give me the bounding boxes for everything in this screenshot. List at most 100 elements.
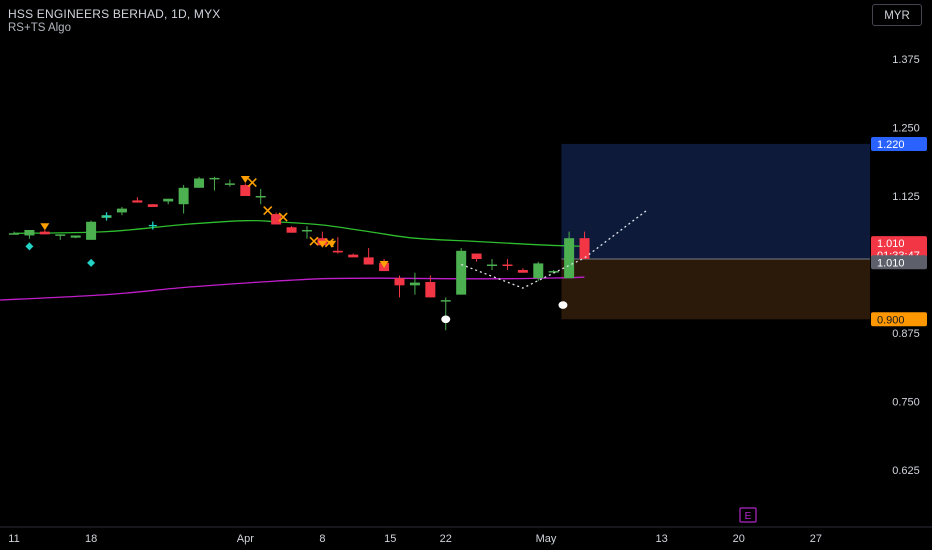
candle: [363, 248, 374, 265]
sell-triangle-marker: [40, 223, 50, 231]
candle-body: [533, 263, 544, 279]
exit-x-marker: [263, 205, 273, 216]
buy-diamond-marker: [87, 258, 96, 267]
candle-body: [332, 250, 343, 253]
sell-triangle-marker: [317, 240, 327, 248]
candle: [471, 253, 482, 262]
y-tick-label: 0.750: [892, 397, 920, 409]
candlesticks: [9, 176, 590, 331]
candle-body: [348, 254, 359, 258]
candle: [394, 275, 405, 298]
candle-body: [286, 227, 297, 233]
x-tick-label: May: [536, 533, 557, 545]
candle: [533, 261, 544, 281]
candle: [502, 259, 513, 270]
candle: [55, 234, 66, 240]
candle-body: [163, 198, 174, 202]
candle: [70, 235, 81, 239]
earnings-event-marker: E: [739, 507, 757, 523]
candle-body: [86, 221, 97, 240]
candle-body: [548, 271, 559, 273]
ma-slow-line: [0, 276, 585, 301]
target-zone: [561, 143, 870, 260]
x-tick-label: 27: [810, 533, 822, 545]
indicator-label[interactable]: RS+TS Algo: [8, 22, 71, 34]
candle-body: [440, 300, 451, 302]
candle: [240, 183, 251, 196]
candle: [348, 253, 359, 258]
x-b: [309, 236, 319, 246]
moving-averages: [0, 219, 585, 301]
price-tag-label: 1.010: [877, 238, 905, 250]
x-tick-label: 20: [733, 533, 745, 545]
x-tick-label: 22: [440, 533, 452, 545]
candle: [224, 179, 235, 187]
candle: [178, 185, 189, 214]
candle-body: [502, 264, 513, 266]
candle: [487, 259, 498, 270]
candle: [24, 229, 35, 239]
candle-body: [425, 282, 436, 298]
candle-body: [24, 229, 35, 236]
time-axis[interactable]: 11 18 Apr 8 15 22 May 13 20 27: [0, 526, 932, 545]
stop-zone: [561, 259, 870, 320]
price-tag-label: 1.010: [877, 257, 905, 269]
projection-line: [460, 210, 647, 289]
candle: [425, 275, 436, 298]
price-tag-bg: [871, 136, 927, 151]
candle-body: [9, 233, 19, 235]
chart-title: HSS ENGINEERS BERHAD, 1D, MYX: [8, 7, 221, 21]
price-tag-label: 0.900: [877, 314, 905, 326]
candle: [271, 212, 282, 225]
sell-triangle-marker: [240, 176, 250, 184]
candle-body: [147, 204, 158, 207]
candle: [132, 197, 143, 203]
projection-path: [460, 210, 647, 289]
candle-body: [301, 229, 312, 232]
candle: [147, 204, 158, 207]
buy-diamond-marker: [25, 242, 34, 251]
candle: [286, 226, 297, 233]
price-tag-gray: 1.010: [871, 255, 927, 269]
candle-body: [271, 214, 282, 225]
candle-body: [517, 269, 528, 273]
candle-body: [456, 250, 467, 295]
event-box: [739, 507, 757, 523]
y-tick-label: 1.125: [892, 191, 920, 203]
x-tick-label: Apr: [237, 533, 254, 545]
risk-reward-zones: [561, 143, 870, 320]
candle-body: [178, 187, 189, 205]
candle-body: [255, 196, 266, 198]
price-tag-bg: [871, 312, 927, 327]
candle: [255, 188, 266, 205]
candle-body: [471, 253, 482, 260]
x-b: [324, 238, 334, 248]
exit-x-marker: [278, 212, 288, 222]
y-tick-label: 0.875: [892, 328, 920, 340]
candle: [564, 231, 575, 279]
candle: [301, 226, 312, 239]
x-b: [247, 177, 257, 188]
plus-marker: [102, 212, 111, 221]
candle-body: [579, 238, 590, 260]
price-tag-target: 1.220: [871, 136, 927, 151]
candle-body: [209, 177, 220, 180]
x-tick-label: 13: [656, 533, 668, 545]
candle: [456, 248, 467, 295]
candle: [548, 269, 559, 273]
x-b: [263, 205, 273, 216]
exit-x-marker: [309, 236, 319, 246]
currency-button[interactable]: MYR: [872, 4, 922, 26]
candle-body: [240, 185, 251, 196]
signal-dot: [441, 315, 451, 324]
candle-body: [132, 200, 143, 203]
candle-body: [194, 178, 205, 188]
candle: [163, 198, 174, 205]
candle-body: [564, 238, 575, 279]
exit-x-marker: [247, 177, 257, 188]
candle: [39, 229, 50, 235]
x-tick-label: 8: [319, 533, 325, 545]
